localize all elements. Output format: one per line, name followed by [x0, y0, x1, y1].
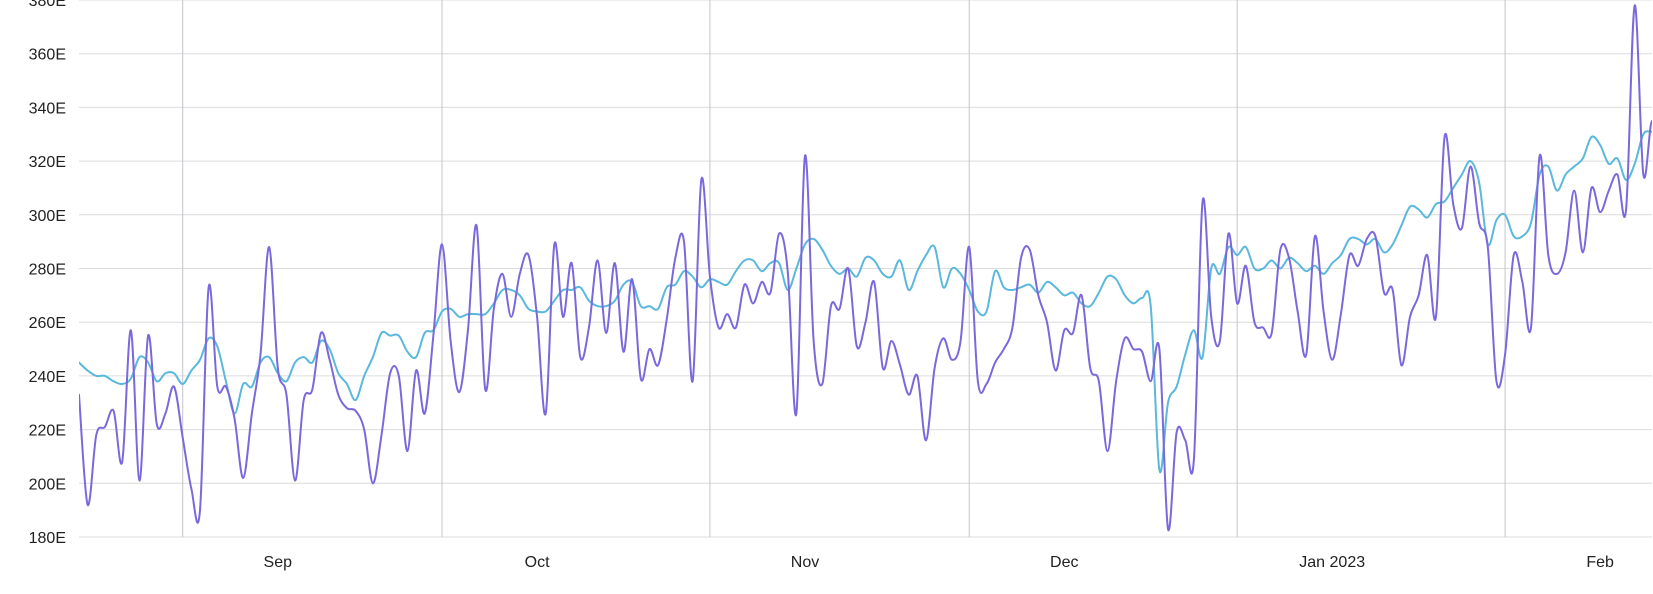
y-tick-label: 380E — [29, 0, 66, 10]
y-tick-label: 220E — [29, 423, 66, 440]
y-tick-label: 320E — [29, 154, 66, 171]
x-tick-label: Nov — [791, 554, 819, 571]
y-tick-label: 360E — [29, 47, 66, 64]
x-tick-label: Dec — [1050, 554, 1078, 571]
series-line — [79, 4, 1652, 532]
x-tick-label: Sep — [264, 554, 293, 571]
series-1 — [79, 130, 1652, 474]
y-tick-label: 340E — [29, 100, 66, 117]
y-tick-label: 180E — [29, 530, 66, 547]
series-layer — [79, 4, 1652, 532]
series-0 — [79, 4, 1652, 532]
x-axis-tick-labels: Sep Oct Nov Dec Jan 2023 Feb — [264, 554, 1614, 571]
y-tick-label: 200E — [29, 476, 66, 493]
grid-layer — [79, 0, 1652, 538]
y-tick-label: 280E — [29, 262, 66, 279]
y-tick-label: 240E — [29, 369, 66, 386]
y-tick-label: 300E — [29, 208, 66, 225]
y-tick-label: 260E — [29, 315, 66, 332]
x-tick-label: Feb — [1586, 554, 1614, 571]
x-tick-label: Jan 2023 — [1299, 554, 1365, 571]
y-axis-tick-labels: 180E 200E 220E 240E 260E 280E 300E 320E 340E 360E… — [29, 0, 66, 547]
series-line — [79, 130, 1652, 474]
x-tick-label: Oct — [525, 554, 550, 571]
